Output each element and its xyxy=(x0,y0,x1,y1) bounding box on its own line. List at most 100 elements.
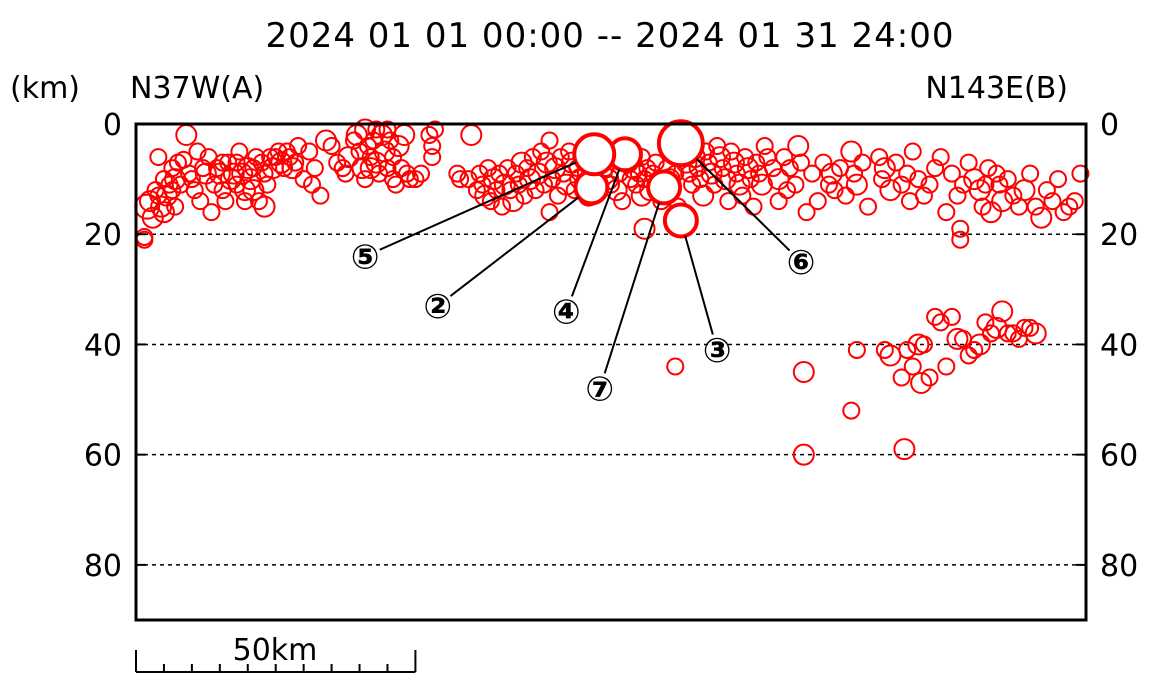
hypocenter-marker xyxy=(1021,164,1040,183)
right-depth-ticks: 0 20 40 60 80 xyxy=(1076,108,1138,584)
hypocenter-marker xyxy=(202,203,221,222)
hypocenter-marker xyxy=(959,346,978,365)
hypocenter-marker xyxy=(400,170,419,189)
hypocenter-marker xyxy=(755,137,774,156)
left-tick-label: 20 xyxy=(84,218,122,253)
hypocenter-marker xyxy=(942,307,961,326)
hypocenter-marker xyxy=(540,203,559,222)
hypocenter-marker xyxy=(540,131,559,150)
hypocenter-marker xyxy=(991,190,1014,213)
hypocenter-marker xyxy=(998,170,1017,189)
hypocenter-marker xyxy=(898,340,917,359)
hypocenter-marker xyxy=(247,148,266,167)
hypocenter-marker xyxy=(942,164,961,183)
hypocenter-marker xyxy=(270,151,293,174)
hypocenter-marker xyxy=(188,142,207,161)
hypocenter-marker xyxy=(255,164,274,183)
hypocenter-marker xyxy=(1015,318,1034,337)
hypocenter-marker xyxy=(378,159,397,178)
hypocenter-marker xyxy=(914,335,933,354)
hypocenter-marker xyxy=(887,153,905,172)
hypocenter-marker xyxy=(819,175,838,194)
left-end-label: N37W(A) xyxy=(130,71,264,106)
main-shock-label: ③ xyxy=(703,331,732,371)
scale-bar-label: 50km xyxy=(233,633,318,668)
leader-line xyxy=(379,161,577,251)
hypocenter-marker xyxy=(973,197,992,216)
hypocenter-marker xyxy=(213,153,232,172)
hypocenter-marker xyxy=(842,401,861,420)
hypocenter-marker xyxy=(909,170,928,189)
hypocenter-marker xyxy=(420,126,439,145)
hypocenter-marker xyxy=(269,142,288,161)
hypocenter-marker xyxy=(910,372,933,395)
hypocenter-marker xyxy=(152,201,175,224)
hypocenter-marker xyxy=(479,159,498,178)
hypocenter-marker xyxy=(845,173,868,196)
hypocenter-marker xyxy=(1043,192,1062,211)
hypocenter-marker xyxy=(219,153,238,172)
hypocenter-marker xyxy=(336,164,355,183)
hypocenter-marker xyxy=(1013,179,1036,202)
hypocenter-marker xyxy=(253,195,276,218)
hypocenter-marker xyxy=(613,192,632,211)
main-shock-label: ⑦ xyxy=(585,370,614,410)
hypocenter-marker xyxy=(185,181,204,200)
hypocenter-marker xyxy=(853,153,872,172)
unit-label: (km) xyxy=(10,71,80,106)
hypocenter-marker xyxy=(1021,318,1040,337)
plot-frame xyxy=(134,122,1088,622)
hypocenter-marker xyxy=(359,157,382,180)
hypocenter-marker xyxy=(451,170,470,189)
hypocenter-marker xyxy=(1065,192,1084,211)
hypocenter-marker xyxy=(931,313,950,332)
hypocenter-marker xyxy=(412,164,430,183)
hypocenter-marker xyxy=(149,148,168,167)
hypocenter-marker xyxy=(892,368,911,387)
leader-line xyxy=(684,235,714,335)
hypocenter-marker xyxy=(481,192,500,211)
hypocenter-marker xyxy=(1026,197,1045,216)
hypocenter-marker xyxy=(1054,203,1073,222)
hypocenter-marker xyxy=(767,168,790,191)
hypocenter-marker xyxy=(879,179,902,202)
hypocenter-marker xyxy=(216,192,235,211)
hypocenter-marker xyxy=(814,153,833,172)
right-tick-label: 80 xyxy=(1100,549,1138,584)
left-tick-label: 60 xyxy=(84,439,122,474)
hypocenter-marker xyxy=(747,153,766,172)
hypocenter-marker xyxy=(987,164,1006,183)
hypocenter-marker xyxy=(708,146,731,169)
hypocenter-marker xyxy=(775,148,794,167)
hypocenter-marker xyxy=(875,340,894,359)
hypocenter-marker xyxy=(692,184,715,207)
hypocenter-marker xyxy=(920,175,939,194)
main-shock-marker xyxy=(573,169,610,206)
main-shock-markers xyxy=(572,119,705,239)
hypocenter-marker xyxy=(903,142,922,161)
hypocenter-marker xyxy=(646,153,665,172)
hypocenter-marker xyxy=(750,173,773,196)
hypocenter-marker xyxy=(235,192,254,211)
right-tick-label: 20 xyxy=(1100,218,1138,253)
hypocenter-marker xyxy=(803,164,822,183)
hypocenter-marker xyxy=(898,164,917,183)
hypocenter-marker xyxy=(722,151,745,174)
hypocenter-marker xyxy=(903,357,922,376)
hypocenter-marker xyxy=(1037,181,1056,200)
hypocenter-marker xyxy=(460,124,483,147)
hypocenter-marker xyxy=(141,206,164,229)
leader-line xyxy=(449,196,580,297)
hypocenter-marker xyxy=(227,153,246,172)
hypocenter-marker xyxy=(507,164,525,183)
hypocenter-marker xyxy=(946,327,969,350)
hypocenter-marker xyxy=(968,333,991,356)
hypocenter-marker xyxy=(951,230,970,249)
main-shock-label: ② xyxy=(423,287,452,327)
hypocenter-marker xyxy=(518,159,537,178)
hypocenter-marker xyxy=(493,197,512,216)
hypocenter-marker xyxy=(914,186,933,205)
hypocenter-marker xyxy=(787,135,810,158)
leader-line xyxy=(570,168,621,297)
